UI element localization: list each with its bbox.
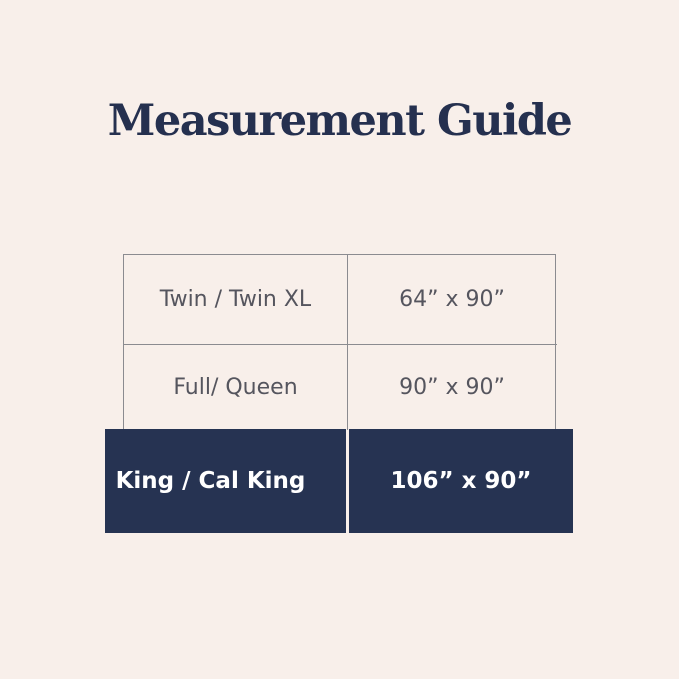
size-cell-highlighted: King / Cal King [105,429,346,533]
dimensions-cell-highlighted: 106” x 90” [349,429,573,533]
size-cell: Full/ Queen [173,375,298,400]
table-border [123,254,556,430]
dimensions-cell: 90” x 90” [399,375,505,400]
row-divider [123,344,557,345]
size-cell: Twin / Twin XL [159,287,312,312]
dimensions-cell: 64” x 90” [399,287,505,312]
column-divider [347,254,348,430]
page-title: Measurement Guide [107,96,573,146]
